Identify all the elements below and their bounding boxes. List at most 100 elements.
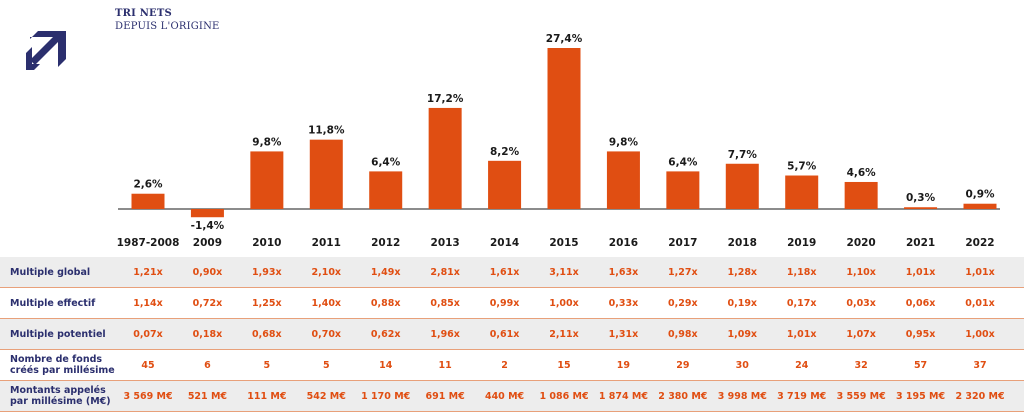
row-label: Multiple potentiel (10, 328, 106, 340)
table-cell: 1,09x (727, 328, 758, 340)
data-label: 7,7% (728, 149, 758, 161)
table-row: Multiple effectif 1,14x 0,72x 1,25x 1,40x 0,8… (0, 288, 1024, 319)
x-tick-label: 2016 (609, 237, 638, 249)
bar (190, 209, 224, 218)
table-cell: 691 M€ (425, 390, 465, 402)
table-cell: 1,18x (786, 266, 817, 278)
table-cell: 1,28x (727, 266, 758, 278)
bar (666, 171, 700, 209)
table-cell: 0,68x (252, 328, 282, 340)
table-cell: 1,00x (965, 328, 995, 340)
data-label: 4,6% (847, 167, 877, 179)
table-cell: 2,10x (311, 266, 342, 278)
chart-title: TRI NETS (115, 8, 172, 19)
table-cell: 3 719 M€ (777, 390, 827, 402)
table-cell: 15 (557, 359, 571, 371)
x-tick-label: 2011 (312, 237, 341, 249)
x-tick-label: 1987-2008 (117, 237, 180, 249)
table-cell: 0,98x (668, 328, 698, 340)
bar (250, 151, 284, 209)
table-cell: 1 874 M€ (598, 390, 648, 402)
logo-arrow-icon (26, 31, 72, 77)
data-label: 2,6% (133, 179, 163, 191)
table-cell: 0,29x (668, 297, 698, 309)
table-cell: 0,18x (192, 328, 223, 340)
table-cell: 14 (379, 359, 393, 371)
bar (606, 151, 640, 209)
table-cell: 3,11x (549, 266, 579, 278)
table-cell: 1,61x (489, 266, 520, 278)
bar (785, 175, 819, 209)
table-cell: 0,17x (786, 297, 817, 309)
table-cell: 1,49x (370, 266, 401, 278)
table-cell: 0,70x (311, 328, 342, 340)
table-cell: 1 086 M€ (539, 390, 589, 402)
data-label: 6,4% (371, 156, 401, 168)
table-cell: 440 M€ (484, 390, 525, 402)
table-row: Multiple potentiel 0,07x 0,18x 0,68x 0,70x 0,… (0, 319, 1024, 350)
x-tick-label: 2022 (965, 237, 994, 249)
table-cell: 0,03x (846, 297, 876, 309)
table-cell: 1,14x (133, 297, 163, 309)
bar (428, 107, 462, 209)
bar (963, 203, 997, 209)
x-tick-label: 2009 (193, 237, 222, 249)
table-cell: 2 (501, 359, 508, 371)
bar (369, 171, 403, 209)
bar (904, 207, 938, 209)
x-tick-label: 2018 (728, 237, 757, 249)
table-cell: 32 (854, 359, 868, 371)
table-cell: 1,96x (430, 328, 460, 340)
table-cell: 1,21x (133, 266, 163, 278)
x-tick-label: 2019 (787, 237, 816, 249)
row-label: Nombre de fonds créés par millésime (10, 354, 115, 376)
chart-subtitle: DEPUIS L'ORIGINE (115, 21, 220, 32)
table-cell: 1,00x (549, 297, 579, 309)
table-cell: 3 998 M€ (717, 390, 767, 402)
x-tick-label: 2017 (668, 237, 697, 249)
table-cell: 30 (735, 359, 749, 371)
table-cell: 1,07x (846, 328, 876, 340)
bar (725, 163, 759, 209)
bar (131, 193, 165, 209)
table-cell: 1,63x (608, 266, 639, 278)
table-cell: 1,31x (608, 328, 639, 340)
table-cell: 5 (263, 359, 271, 371)
table-cell: 2 380 M€ (658, 390, 708, 402)
table-cell: 1 170 M€ (361, 390, 411, 402)
data-label: 27,4% (546, 33, 583, 45)
table-cell: 3 559 M€ (836, 390, 886, 402)
table-cell: 29 (676, 359, 690, 371)
table-cell: 0,88x (370, 297, 401, 309)
table-cell: 111 M€ (247, 390, 287, 402)
table-row: Multiple global 1,21x 0,90x 1,93x 2,10x 1,49x… (0, 257, 1024, 288)
data-label: 0,3% (906, 192, 936, 204)
x-tick-label: 2020 (847, 237, 876, 249)
table-cell: 0,62x (370, 328, 401, 340)
table-cell: 45 (141, 359, 155, 371)
table-cell: 1,25x (252, 297, 282, 309)
table-cell: 0,72x (192, 297, 223, 309)
x-tick-label: 2015 (549, 237, 578, 249)
table-cell: 0,85x (430, 297, 460, 309)
data-label: 17,2% (427, 93, 464, 105)
table-cell: 6 (204, 359, 211, 371)
bar (844, 181, 878, 209)
table-cell: 542 M€ (306, 390, 346, 402)
table-cell: 0,19x (727, 297, 758, 309)
data-label: 9,8% (252, 136, 282, 148)
table-cell: 0,33x (608, 297, 639, 309)
table-cell: 19 (616, 359, 631, 371)
table-cell: 2,81x (430, 266, 460, 278)
bar (547, 48, 581, 209)
x-tick-label: 2012 (371, 237, 400, 249)
row-label: Multiple effectif (10, 297, 96, 309)
table-cell: 1,01x (905, 266, 936, 278)
data-label: 0,9% (965, 189, 995, 201)
table-row: Montants appelés par millésime (M€) 3 569… (0, 381, 1024, 412)
table-cell: 5 (322, 359, 330, 371)
x-tick-label: 2013 (431, 237, 460, 249)
table-cell: 0,99x (489, 297, 520, 309)
table-cell: 0,01x (965, 297, 995, 309)
x-tick-label: 2010 (252, 237, 281, 249)
